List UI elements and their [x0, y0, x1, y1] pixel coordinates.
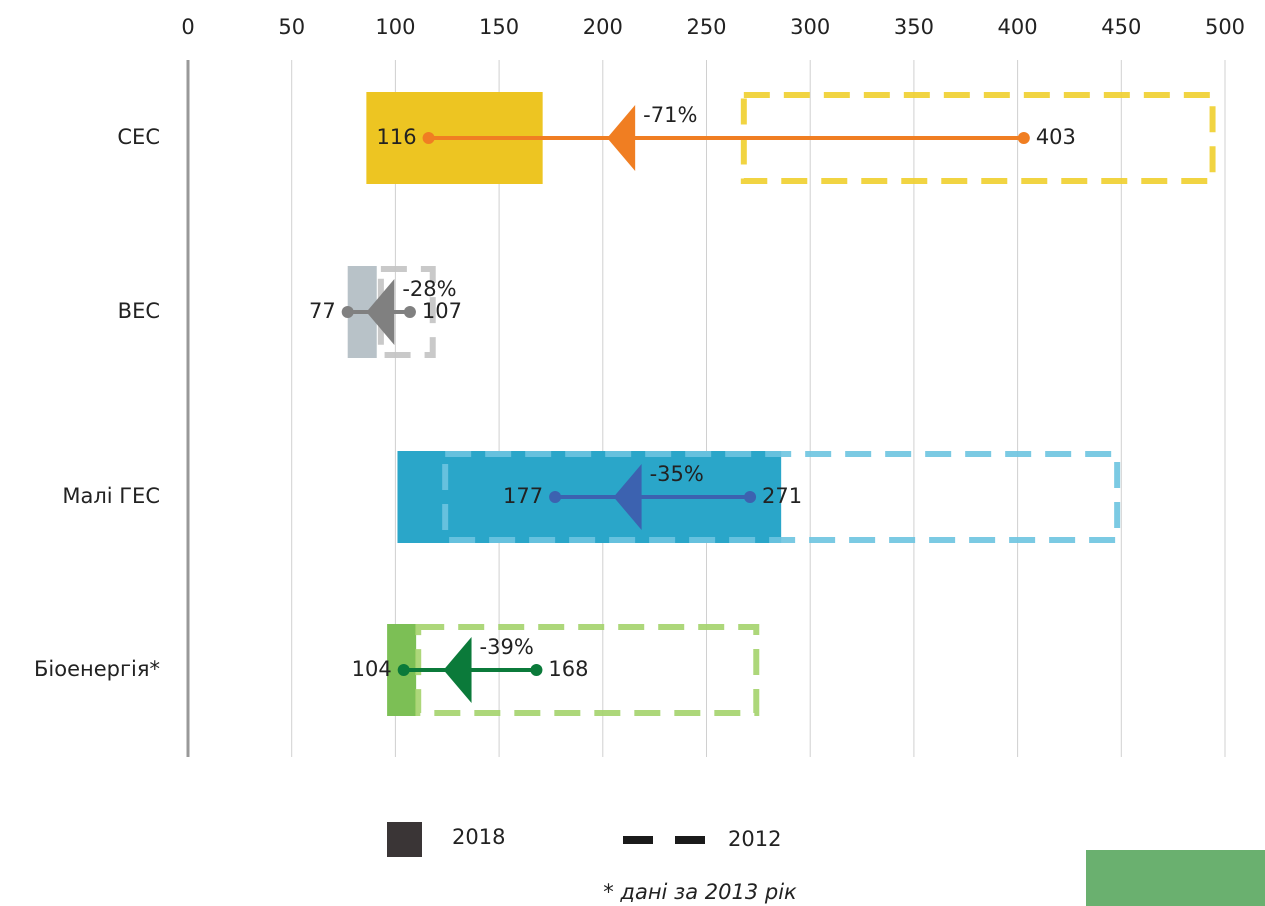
value-label-2012: 271 [762, 484, 802, 508]
dot-2018 [397, 664, 410, 676]
x-tick-label: 100 [375, 15, 415, 39]
dot-2018 [341, 306, 354, 318]
category-label: Малі ГЕС [62, 484, 160, 508]
dot-2018 [549, 491, 562, 503]
value-label-2018: 177 [503, 484, 543, 508]
dot-2018 [422, 132, 435, 144]
legend-label: 2018 [452, 825, 505, 849]
legend-label: 2012 [728, 827, 781, 851]
arrow-head [443, 637, 472, 703]
decor-block [1086, 850, 1265, 906]
x-tick-label: 50 [278, 15, 305, 39]
category-label: СЕС [117, 125, 160, 149]
dot-2012 [403, 306, 416, 318]
category-label: ВЕС [118, 299, 160, 323]
value-label-2012: 107 [422, 299, 462, 323]
change-label: -39% [480, 635, 534, 659]
x-tick-label: 250 [686, 15, 726, 39]
x-tick-label: 300 [790, 15, 830, 39]
arrow-head [607, 105, 636, 171]
change-label: -28% [402, 277, 456, 301]
range-box-2012 [442, 451, 1121, 543]
x-tick-label: 500 [1205, 15, 1245, 39]
dot-2012 [744, 491, 757, 503]
change-label: -35% [650, 462, 704, 486]
x-tick-label: 200 [583, 15, 623, 39]
dot-2012 [1017, 132, 1030, 144]
arrow-head [613, 464, 642, 530]
change-label: -71% [643, 103, 697, 127]
x-tick-label: 400 [998, 15, 1038, 39]
x-tick-label: 150 [479, 15, 519, 39]
value-label-2018: 116 [376, 125, 416, 149]
value-label-2018: 104 [352, 657, 392, 681]
x-tick-label: 0 [181, 15, 194, 39]
value-label-2018: 77 [309, 299, 336, 323]
value-label-2012: 403 [1036, 125, 1076, 149]
range-box-2012 [377, 266, 436, 358]
value-label-2012: 168 [548, 657, 588, 681]
footnote: * дані за 2013 рік [603, 880, 797, 904]
arrow-head [366, 279, 395, 345]
legend-swatch-2018 [387, 822, 422, 857]
category-label: Біоенергія* [34, 657, 160, 681]
x-tick-label: 450 [1101, 15, 1141, 39]
dot-2012 [530, 664, 543, 676]
x-tick-label: 350 [894, 15, 934, 39]
